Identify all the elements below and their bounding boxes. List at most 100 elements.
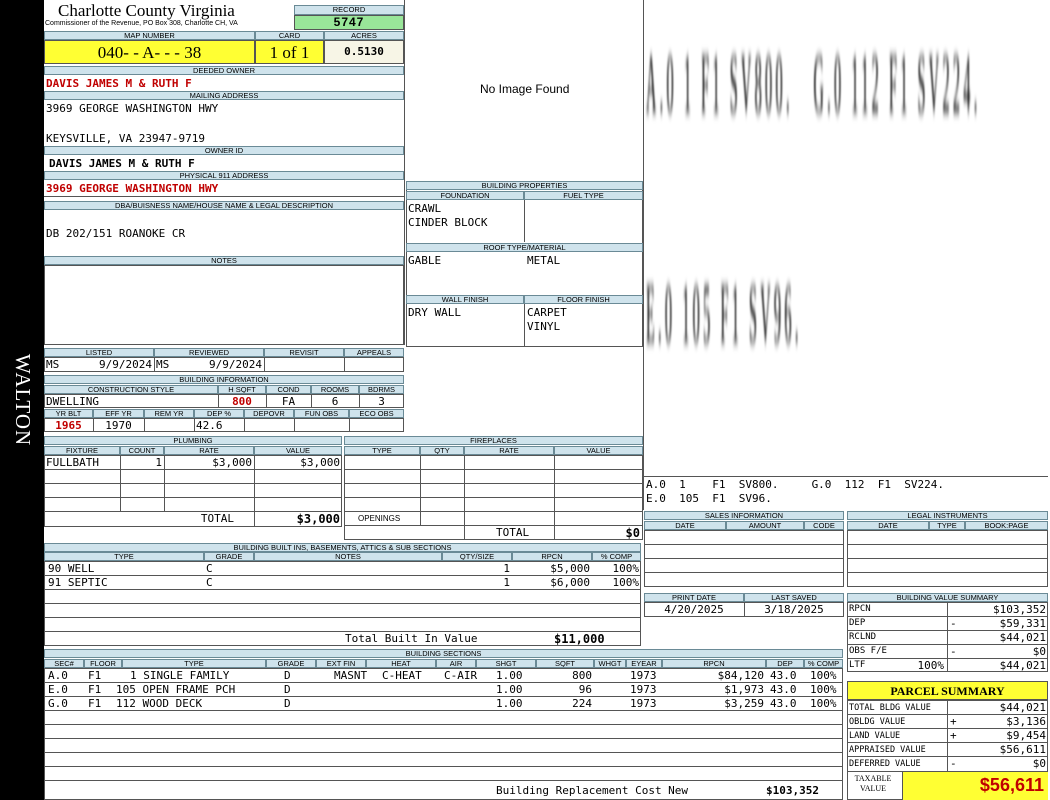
sec-type: 1 SINGLE FAMILY [130, 669, 230, 682]
sec-comp: 100% [810, 669, 837, 682]
plumbing-count: 1 [155, 456, 162, 469]
print-date-label: PRINT DATE [644, 593, 744, 602]
fireplaces-col-type: TYPE [344, 446, 420, 455]
sec-shgt: 1.00 [496, 669, 523, 682]
sec-sqft: 96 [578, 683, 592, 696]
legal-description: DB 202/151 ROANOKE CR [46, 227, 186, 240]
construction-style-label: CONSTRUCTION STYLE [44, 385, 218, 394]
sec-sec: A.0 [48, 669, 68, 682]
ps-value-total-bldg: $44,021 [999, 701, 1046, 714]
vs-label-rclnd: RCLND [849, 632, 877, 642]
dep-label: DEP % [194, 409, 244, 418]
plumbing-col-rate: RATE [164, 446, 254, 455]
floor-finish-2: VINYL [527, 320, 561, 333]
plumbing-col-value: VALUE [254, 446, 342, 455]
reviewed-label: REVIEWED [154, 348, 264, 357]
vs-value-ltf: $44,021 [999, 659, 1046, 672]
reviewed-date: 9/9/2024 [209, 358, 262, 371]
bdrms-label: BDRMS [359, 385, 404, 394]
sec-sqft: 224 [572, 697, 592, 710]
sec-eyear: 1973 [630, 669, 657, 682]
no-image-text: No Image Found [480, 82, 570, 96]
plumbing-rate: $3,000 [212, 456, 252, 469]
card-label: CARD [255, 31, 324, 40]
parcel-summary-title: PARCEL SUMMARY [847, 681, 1048, 700]
sidebar [0, 0, 44, 800]
built-ins-col-comp: % COMP [592, 552, 641, 561]
plumbing-title: PLUMBING [44, 436, 342, 445]
deeded-owner: DAVIS JAMES M & RUTH F [46, 77, 192, 90]
mailing-address-line2: KEYSVILLE, VA 23947-9719 [46, 132, 205, 145]
sec-sec: G.0 [48, 697, 68, 710]
reviewed-by: MS [156, 358, 170, 371]
built-in-grade: C [206, 576, 213, 589]
ps-sign-deferred: - [950, 757, 957, 770]
appeals-label: APPEALS [344, 348, 404, 357]
physical-address-label: PHYSICAL 911 ADDRESS [44, 171, 404, 180]
roof-material: METAL [527, 254, 561, 267]
sketch-area: A.0 1 F1 SV800. G.0 112 F1 SV224. E.0 10… [644, 0, 1048, 476]
sec-col-rpcn: RPCN [662, 659, 766, 668]
wall-finish: DRY WALL [408, 306, 461, 319]
sec-col-extfin: EXT FIN [316, 659, 366, 668]
effyr-value: 1970 [105, 419, 132, 432]
map-number-label: MAP NUMBER [44, 31, 255, 40]
sec-dep: 43.0 [770, 697, 797, 710]
sales-col-code: CODE [804, 521, 844, 530]
foundation-label: FOUNDATION [406, 191, 524, 200]
notes-label: NOTES [44, 256, 404, 265]
hsqft-value: 800 [232, 395, 252, 408]
sec-floor: F1 [88, 683, 102, 696]
mailing-address-label: MAILING ADDRESS [44, 91, 404, 100]
ps-sign-obldg: + [950, 715, 957, 728]
built-in-comp: 100% [612, 576, 640, 589]
ps-label-total-bldg: TOTAL BLDG VALUE [849, 703, 931, 713]
sec-air: C-AIR [444, 669, 478, 682]
legal-col-type: TYPE [929, 521, 965, 530]
ps-value-deferred: $0 [1032, 757, 1046, 770]
sec-comp: 100% [810, 697, 837, 710]
remyr-label: REM YR [144, 409, 194, 418]
sketch-label-line2: E.0 105 F1 SV96. [646, 268, 802, 361]
sec-col-grade: GRADE [266, 659, 316, 668]
sec-col-heat: HEAT [366, 659, 436, 668]
sec-eyear: 1973 [630, 683, 657, 696]
sec-col-eyear: EYEAR [626, 659, 662, 668]
built-in-type: 91 SEPTIC [48, 576, 108, 589]
mailing-address-line1: 3969 GEORGE WASHINGTON HWY [46, 102, 219, 115]
fireplaces-col-rate: RATE [464, 446, 554, 455]
effyr-label: EFF YR [93, 409, 144, 418]
taxable-label-2: VALUE [859, 784, 887, 793]
revisit-label: REVISIT [264, 348, 344, 357]
vs-label-dep: DEP [849, 618, 866, 628]
listed-date: 9/9/2024 [99, 358, 152, 371]
fireplaces-total-label: TOTAL [496, 526, 530, 539]
plumbing-total: $3,000 [296, 512, 340, 526]
funobs-label: FUN OBS [294, 409, 349, 418]
built-in-qty: 1 [503, 576, 510, 589]
built-ins-total-label: Total Built In Value [345, 632, 478, 645]
fireplaces-total: $0 [625, 526, 640, 540]
sales-col-date: DATE [644, 521, 726, 530]
hsqft-label: H SQFT [218, 385, 266, 394]
sec-rpcn: $84,120 [717, 669, 764, 682]
sec-grade: D [284, 669, 291, 682]
ecoobs-label: ECO OBS [349, 409, 404, 418]
fuel-type-label: FUEL TYPE [524, 191, 643, 200]
built-ins-col-rpcn: RPCN [512, 552, 592, 561]
vs-pct-ltf: 100% [917, 659, 945, 672]
building-info-title: BUILDING INFORMATION [44, 375, 404, 384]
built-in-comp: 100% [612, 562, 640, 575]
yrblt-label: YR BLT [44, 409, 93, 418]
sketch-caption-2: E.0 105 F1 SV96. [646, 492, 772, 505]
sec-sec: E.0 [48, 683, 68, 696]
vs-value-rclnd: $44,021 [999, 631, 1046, 644]
vs-label-ltf: LTF [849, 660, 866, 670]
owner-id: DAVIS JAMES M & RUTH F [49, 157, 195, 170]
sec-grade: D [284, 683, 291, 696]
yrblt-value: 1965 [55, 419, 82, 432]
vs-value-dep: $59,331 [999, 617, 1046, 630]
built-ins-col-type: TYPE [44, 552, 204, 561]
sec-eyear: 1973 [630, 697, 657, 710]
legal-col-date: DATE [847, 521, 929, 530]
